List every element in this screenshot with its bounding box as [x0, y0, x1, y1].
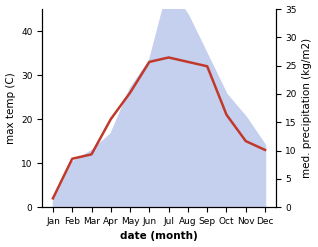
Y-axis label: max temp (C): max temp (C) — [5, 72, 16, 144]
Y-axis label: med. precipitation (kg/m2): med. precipitation (kg/m2) — [302, 38, 313, 178]
X-axis label: date (month): date (month) — [120, 231, 198, 242]
